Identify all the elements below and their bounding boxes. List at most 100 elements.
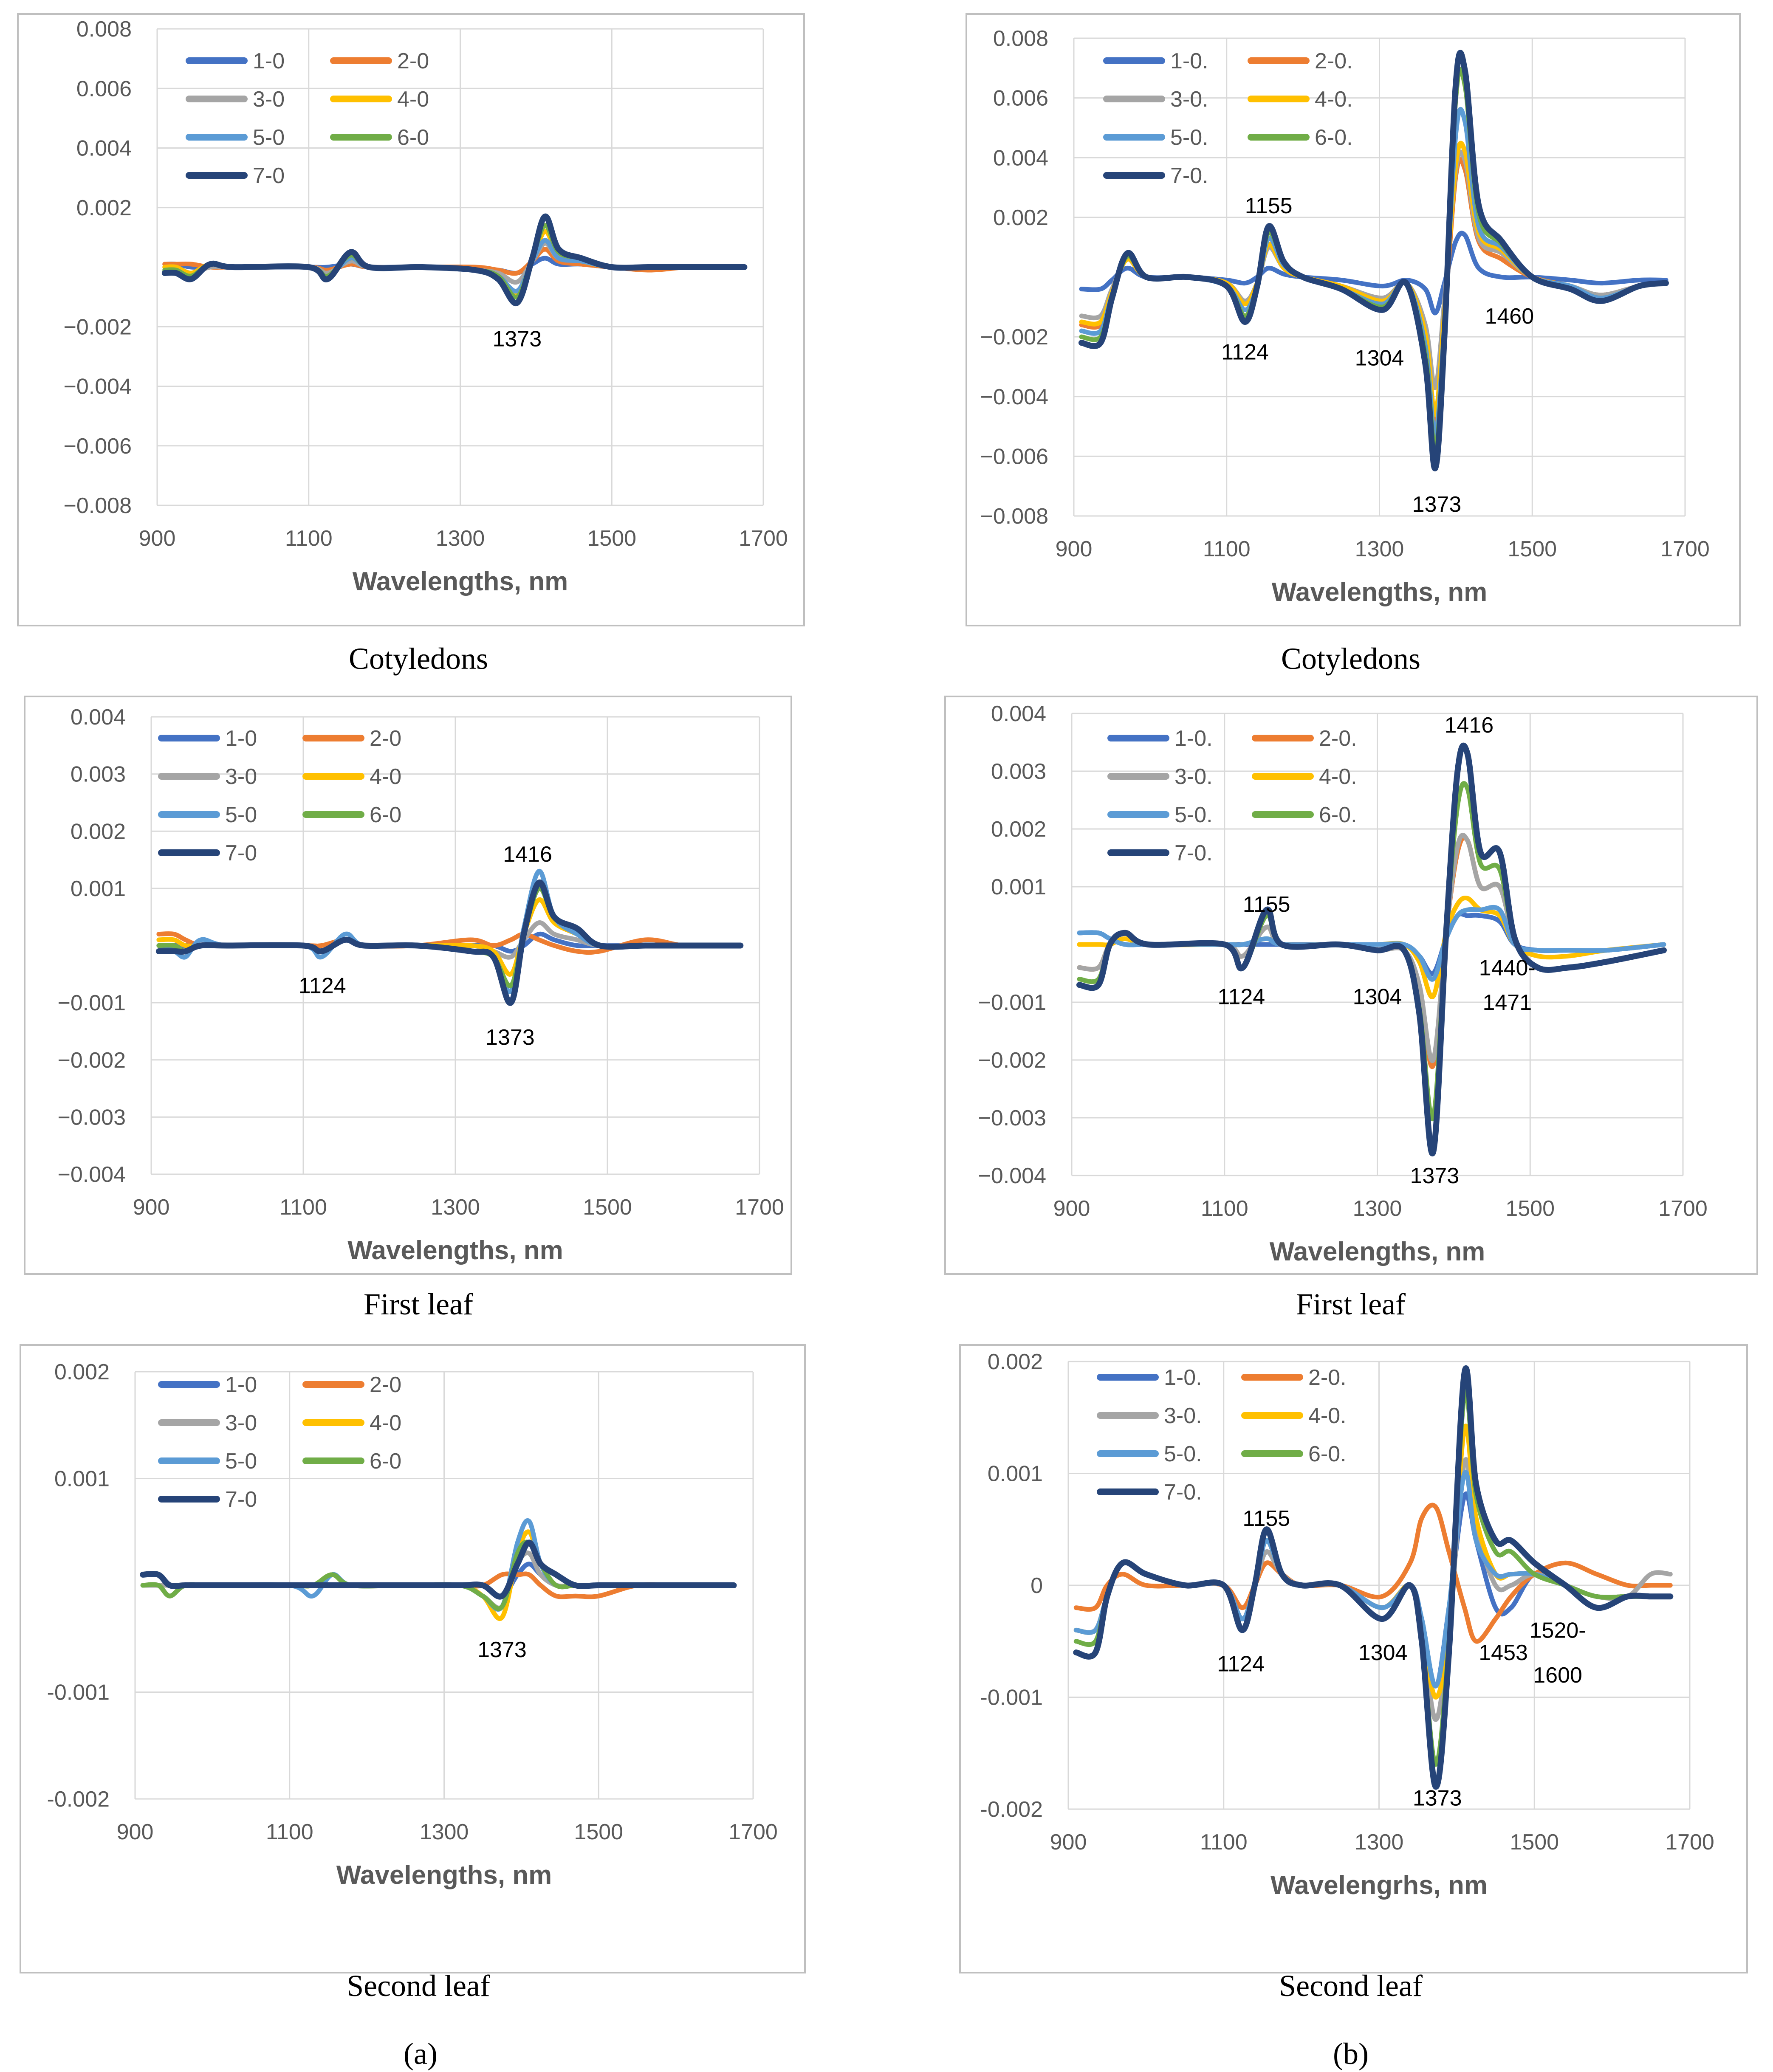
x-tick-label: 1300	[420, 1820, 469, 1844]
legend-entry: 4-0.	[1248, 87, 1353, 112]
legend-entry: 7-0.	[1107, 841, 1213, 865]
series-line-7-0	[140, 1539, 737, 1600]
legend-label: 2-0.	[1319, 726, 1357, 751]
legend-label: 3-0	[225, 1411, 257, 1435]
y-tick-label: 0.001	[988, 1462, 1043, 1486]
chart-caption: First leaf	[1296, 1287, 1406, 1321]
peak-annotation: 1373	[492, 327, 542, 351]
x-tick-label: 1100	[285, 526, 333, 551]
y-tick-label: 0.002	[76, 196, 132, 220]
chart-frame	[17, 13, 805, 626]
x-tick-label: 1300	[436, 526, 485, 551]
legend-label: 2-0	[370, 1373, 401, 1397]
legend-label: 5-0.	[1164, 1442, 1202, 1466]
legend-label: 7-0	[253, 164, 285, 188]
chart-caption: Second leaf	[347, 1969, 490, 2003]
legend-entry: 5-0.	[1097, 1442, 1202, 1466]
x-tick-label: 1700	[739, 526, 788, 551]
legend-label: 6-0	[370, 803, 401, 827]
x-tick-label: 1300	[1355, 537, 1404, 561]
legend-entry: 3-0.	[1107, 764, 1213, 789]
x-axis-title: Wavelengrhs, nm	[1270, 1871, 1488, 1900]
legend-entry: 2-0.	[1248, 49, 1353, 73]
legend-entry: 4-0.	[1241, 1404, 1347, 1428]
chart-frame	[24, 696, 792, 1275]
legend-entry: 5-0	[158, 1449, 257, 1474]
x-tick-label: 1300	[431, 1195, 480, 1220]
legend-entry: 4-0	[302, 764, 401, 789]
peak-annotation: 1460	[1485, 304, 1534, 329]
peak-annotation: 1416	[503, 842, 552, 867]
x-tick-label: 1300	[1353, 1196, 1402, 1221]
legend-entry: 7-0	[186, 164, 285, 188]
legend-label: 7-0	[225, 841, 257, 865]
legend-label: 2-0.	[1308, 1365, 1347, 1390]
y-tick-label: 0.008	[993, 26, 1048, 51]
y-tick-label: -0.001	[980, 1686, 1043, 1710]
chart-caption: Second leaf	[1279, 1969, 1423, 2003]
chart-a1: 0.008 0.006 0.004 0.002 −0.002 −0.004 −0.006 −0…	[17, 13, 805, 626]
legend-label: 4-0	[370, 1411, 401, 1435]
peak-annotation: 1416	[1445, 713, 1494, 738]
peak-annotation: 1471	[1482, 990, 1532, 1015]
legend-entry: 3-0	[158, 764, 257, 789]
chart-a2: 0.004 0.003 0.002 0.001 −0.001 −0.002 −0.003 −0…	[24, 696, 792, 1275]
x-tick-label: 900	[133, 1195, 170, 1220]
x-tick-label: 1700	[1660, 537, 1710, 561]
x-tick-label: 1700	[735, 1195, 784, 1220]
y-tick-label: −0.004	[980, 385, 1049, 409]
y-tick-label: 0.004	[991, 702, 1046, 726]
legend-entry: 1-0.	[1107, 726, 1213, 751]
chart-b3: 0.002 0.001 0 -0.001 -0.002 900 1100 1300 1500 17…	[959, 1344, 1748, 1973]
legend-label: 7-0.	[1164, 1480, 1202, 1505]
legend-label: 3-0	[253, 87, 285, 112]
y-tick-label: 0.002	[991, 817, 1046, 842]
peak-annotation: 1304	[1355, 346, 1404, 370]
y-tick-label: −0.004	[978, 1164, 1047, 1188]
legend-entry: 7-0.	[1103, 164, 1208, 188]
series-line-7-0	[155, 880, 744, 1006]
legend-label: 7-0.	[1170, 164, 1208, 188]
x-tick-label: 900	[1056, 537, 1093, 561]
legend-entry: 3-0	[186, 87, 285, 112]
y-tick-label: -0.002	[980, 1797, 1043, 1822]
y-tick-label: 0.004	[993, 146, 1048, 170]
y-tick-label: −0.002	[980, 325, 1049, 350]
legend-label: 5-0	[225, 803, 257, 827]
chart-caption: Cotyledons	[1281, 642, 1420, 676]
y-tick-label: −0.003	[58, 1105, 126, 1130]
legend-label: 3-0.	[1164, 1404, 1202, 1428]
legend-entry: 6-0.	[1241, 1442, 1347, 1466]
peak-annotation: 1304	[1353, 984, 1402, 1009]
legend-entry: 1-0	[158, 1373, 257, 1397]
legend-entry: 6-0.	[1248, 125, 1353, 150]
legend-label: 5-0.	[1170, 125, 1208, 150]
chart-caption: Cotyledons	[349, 642, 488, 676]
legend-entry: 4-0	[302, 1411, 401, 1435]
legend-label: 4-0.	[1315, 87, 1353, 112]
legend-label: 6-0	[370, 1449, 401, 1474]
x-tick-label: 900	[139, 526, 176, 551]
legend-entry: 6-0.	[1252, 803, 1357, 827]
x-tick-label: 1300	[1355, 1830, 1404, 1855]
legend-entry: 5-0	[158, 803, 257, 827]
chart-caption: First leaf	[364, 1287, 473, 1321]
x-tick-label: 900	[1053, 1196, 1090, 1221]
legend-label: 4-0.	[1308, 1404, 1347, 1428]
x-tick-label: 1100	[280, 1195, 327, 1220]
legend-entry: 5-0.	[1107, 803, 1213, 827]
legend-entry: 1-0.	[1097, 1365, 1202, 1390]
legend-label: 7-0.	[1174, 841, 1213, 865]
legend-label: 1-0.	[1164, 1365, 1202, 1390]
x-tick-label: 1100	[1200, 1830, 1248, 1855]
peak-annotation: 1124	[1217, 984, 1265, 1009]
series-line-7-0	[1076, 742, 1667, 1157]
legend-label: 1-0.	[1170, 49, 1208, 73]
y-tick-label: 0.001	[991, 875, 1046, 899]
x-tick-label: 900	[117, 1820, 154, 1844]
legend-entry: 1-0	[186, 49, 285, 73]
x-tick-label: 1500	[1505, 1196, 1555, 1221]
x-tick-label: 1700	[728, 1820, 778, 1844]
legend-label: 3-0.	[1174, 764, 1213, 789]
legend-label: 2-0.	[1315, 49, 1353, 73]
